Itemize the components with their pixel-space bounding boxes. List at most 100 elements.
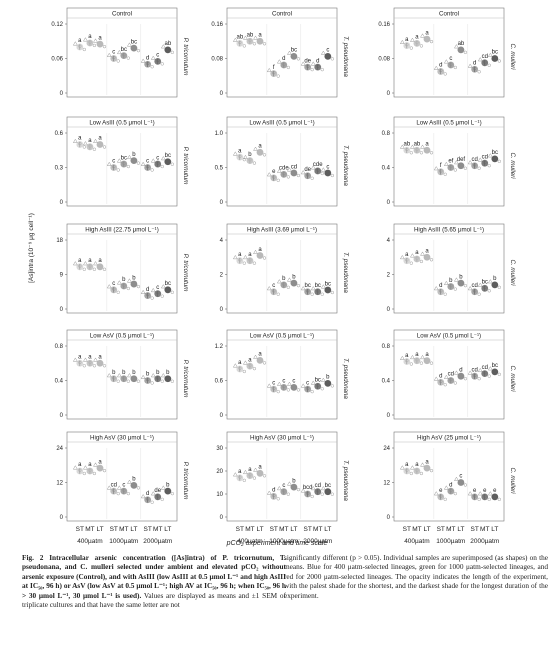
- sample-marker: [150, 296, 154, 300]
- duration-tick-label: LT: [457, 526, 464, 533]
- y-tick-label: 0.5: [215, 166, 224, 172]
- sample-marker: [126, 479, 132, 484]
- sample-marker: [433, 491, 439, 496]
- sample-marker: [116, 372, 122, 378]
- mean-point: [246, 157, 254, 165]
- sample-marker: [262, 474, 267, 478]
- duration-tick-label: LT: [164, 526, 171, 533]
- mean-point: [270, 385, 278, 393]
- sample-marker: [286, 167, 292, 172]
- significance-letter: c: [326, 48, 329, 54]
- caption-lead: Fig. 2 Intracellular arsenic concentrati…: [22, 553, 286, 600]
- sample-marker: [276, 279, 282, 284]
- mean-point: [76, 359, 84, 367]
- significance-letter: d: [459, 367, 462, 373]
- y-tick-label: 2: [220, 273, 224, 279]
- figure-caption-right: significantly different (p > 0.05). Indi…: [284, 553, 548, 600]
- mean-point: [110, 375, 118, 383]
- mean-point: [447, 164, 455, 171]
- sample-marker: [242, 478, 246, 483]
- sample-marker: [320, 292, 324, 296]
- sample-marker: [300, 169, 306, 175]
- sample-marker: [72, 41, 78, 46]
- sample-marker: [72, 138, 78, 143]
- sample-marker: [443, 485, 449, 490]
- sample-marker: [102, 145, 107, 149]
- mean-point: [290, 279, 298, 287]
- y-tick-label: 0: [220, 307, 224, 313]
- sample-marker: [266, 172, 272, 177]
- mean-point: [447, 487, 455, 495]
- sample-marker: [477, 367, 483, 373]
- significance-letter: b: [493, 276, 497, 282]
- sample-marker: [320, 67, 324, 72]
- sample-marker: [443, 161, 449, 166]
- chart-panel: Low AsV (0.5 μmol L⁻¹) P. tricornutum 0 0.4…: [55, 329, 189, 420]
- mean-point: [246, 257, 254, 265]
- significance-letter: b: [326, 375, 330, 381]
- y-tick-label: 0: [220, 200, 224, 206]
- significance-letter: bc: [482, 280, 488, 286]
- significance-letter: bc: [492, 363, 498, 369]
- sample-marker: [82, 37, 88, 42]
- significance-letter: b: [132, 152, 136, 158]
- panel-title: Low AsV (0.5 μmol L⁻¹): [90, 333, 154, 340]
- sample-marker: [232, 151, 238, 156]
- y-tick-label: 0.16: [378, 22, 390, 28]
- sample-marker: [286, 481, 292, 486]
- sample-marker: [419, 151, 424, 155]
- sample-marker: [487, 289, 491, 293]
- sample-marker: [276, 381, 282, 386]
- sample-marker: [467, 491, 473, 496]
- co2-group-label: 2000µatm: [303, 538, 332, 545]
- significance-letter: ab: [164, 41, 171, 47]
- sample-marker: [419, 259, 424, 264]
- mean-point: [246, 362, 254, 370]
- mean-point: [164, 487, 172, 495]
- y-tick-label: 10: [216, 492, 223, 498]
- co2-group-label: 400µatm: [77, 538, 102, 545]
- sample-marker: [453, 287, 457, 291]
- co2-group-label: 2000µatm: [470, 538, 499, 545]
- sample-marker: [150, 287, 156, 293]
- duration-tick-label: LT: [423, 526, 430, 533]
- sample-marker: [252, 261, 257, 265]
- significance-letter: cd: [471, 283, 477, 289]
- significance-letter: c: [306, 380, 309, 386]
- mean-point: [96, 40, 104, 48]
- sample-marker: [170, 379, 174, 383]
- y-tick-label: 0: [387, 200, 391, 206]
- sample-marker: [72, 261, 78, 266]
- sample-marker: [170, 50, 174, 55]
- panel-frame: [393, 223, 505, 314]
- significance-letter: d: [272, 488, 275, 494]
- mean-point: [481, 493, 489, 501]
- y-tick-label: 0: [220, 413, 224, 419]
- sample-marker: [106, 372, 112, 378]
- sample-marker: [93, 357, 98, 362]
- significance-letter: c: [112, 159, 115, 165]
- significance-letter: cd: [471, 367, 477, 373]
- significance-letter: cd: [315, 483, 321, 489]
- co2-group-label: 2000µatm: [143, 538, 172, 545]
- significance-letter: b: [146, 372, 150, 378]
- y-tick-label: 0.08: [211, 57, 223, 63]
- sample-marker: [310, 485, 316, 491]
- mean-point: [120, 160, 128, 168]
- sample-marker: [276, 59, 282, 64]
- mean-point: [236, 40, 244, 47]
- sample-marker: [399, 355, 405, 360]
- significance-letter: b: [248, 152, 252, 158]
- sample-marker: [253, 249, 258, 254]
- chart-panel: Low AsIII (0.5 μmol L⁻¹) C. mulleri 0 0.4 0.…: [382, 116, 516, 207]
- mean-point: [130, 44, 138, 52]
- significance-letter: c: [156, 53, 159, 59]
- sample-marker: [497, 159, 501, 164]
- sample-marker: [82, 357, 88, 362]
- mean-point: [164, 375, 172, 383]
- y-tick-label: 0: [387, 91, 391, 97]
- panel-title: Control: [272, 11, 292, 18]
- sample-marker: [409, 354, 415, 360]
